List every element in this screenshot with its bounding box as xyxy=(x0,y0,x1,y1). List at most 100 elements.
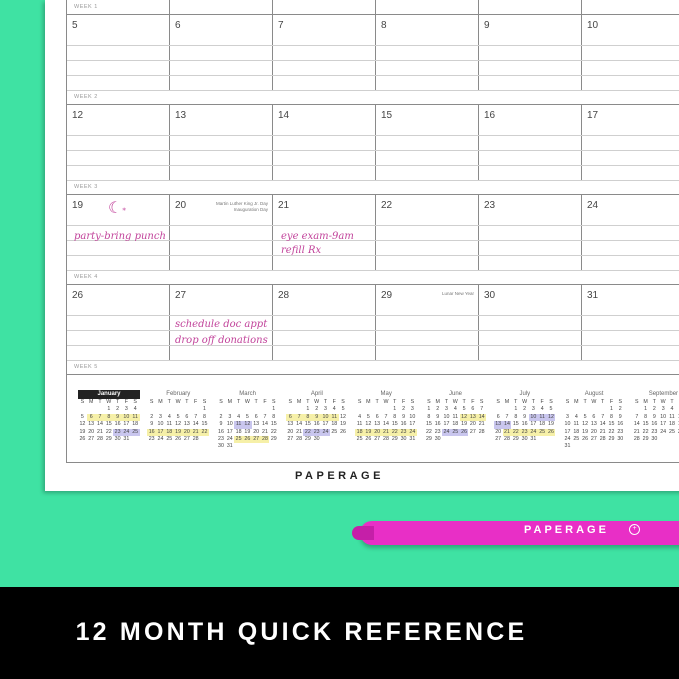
mini-day: 20 xyxy=(590,428,597,435)
mini-day: 29 xyxy=(304,435,311,442)
mini-day: 29 xyxy=(512,435,519,442)
day-number: 17 xyxy=(587,110,599,121)
mini-day: 26 xyxy=(546,428,556,436)
mini-day: 21 xyxy=(633,428,640,435)
row-divider xyxy=(66,104,679,105)
mini-day: 1 xyxy=(203,406,206,413)
ruled-line xyxy=(66,180,679,181)
weekday: W xyxy=(314,399,320,405)
weekday: F xyxy=(471,399,475,405)
ruled-line xyxy=(66,345,679,346)
mini-week: 13 14 15 16 17 18 19 xyxy=(286,421,348,428)
column-divider xyxy=(169,194,170,270)
mini-day: 30 xyxy=(114,435,121,442)
mini-day: 28 xyxy=(192,435,199,442)
mini-day: 30 xyxy=(313,435,320,442)
mini-day: 4 xyxy=(133,406,137,413)
mini-day: 3 xyxy=(228,413,232,420)
mini-day: 26 xyxy=(175,435,182,442)
day-number: 13 xyxy=(175,110,187,121)
mini-day: 7 xyxy=(505,413,509,420)
mini-day: 22 xyxy=(642,428,649,435)
mini-day: 1 xyxy=(610,406,613,413)
ruled-line xyxy=(66,270,679,271)
mini-day: 15 xyxy=(512,421,519,428)
mini-day: 23 xyxy=(520,428,529,436)
weekday: W xyxy=(383,399,389,405)
mini-day: 23 xyxy=(113,428,122,436)
mini-day xyxy=(87,406,96,413)
mini-day: 8 xyxy=(104,413,114,422)
mini-week: 30 31 xyxy=(217,443,279,450)
mini-day: 25 xyxy=(356,435,363,442)
mini-day: 18 xyxy=(452,421,459,428)
weekday: M xyxy=(574,399,579,405)
mini-day: 13 xyxy=(88,421,95,428)
week-label: WEEK 5 xyxy=(74,364,98,370)
mini-day xyxy=(616,443,625,450)
mini-day: 6 xyxy=(86,413,96,422)
column-divider xyxy=(478,194,479,270)
mini-day: 27 xyxy=(590,435,597,442)
column-divider xyxy=(581,104,582,180)
mini-day: 19 xyxy=(173,428,183,436)
mini-day: 28 xyxy=(504,435,510,442)
column-divider xyxy=(581,194,582,270)
mini-day: 10 xyxy=(443,413,450,420)
mini-day: 3 xyxy=(661,406,665,413)
day-number: 7 xyxy=(278,20,284,31)
mini-day: 11 xyxy=(329,413,339,422)
mini-day: 8 xyxy=(644,413,648,420)
mini-day xyxy=(269,443,278,450)
day-number: 10 xyxy=(587,20,599,31)
day-number: 27 xyxy=(175,290,187,301)
weekday: S xyxy=(202,399,207,405)
ruled-line xyxy=(66,165,679,166)
mini-day: 5 xyxy=(341,406,345,413)
mini-day: 24 xyxy=(157,435,164,442)
mini-day: 11 xyxy=(452,413,459,420)
mini-day: 1 xyxy=(393,406,397,413)
mini-day: 26 xyxy=(242,435,252,444)
mini-week: 23 24 25 26 27 28 29 xyxy=(217,435,279,444)
week-label: WEEK 2 xyxy=(74,94,98,100)
mini-day: 20 xyxy=(88,428,95,435)
mini-day: 23 xyxy=(651,428,658,435)
mini-day: 28 xyxy=(97,435,103,442)
mini-day: 20 xyxy=(253,428,260,435)
mini-day: 19 xyxy=(244,428,251,435)
column-divider xyxy=(375,0,376,14)
weekday: T xyxy=(306,399,310,405)
ruled-line xyxy=(66,360,679,361)
mini-day: 30 xyxy=(218,443,224,450)
mini-week: 25 26 27 28 29 30 31 xyxy=(355,436,417,443)
mini-week: 16 17 18 19 20 21 22 xyxy=(217,429,279,436)
mini-day: 15 xyxy=(608,421,615,428)
mini-day xyxy=(572,406,581,413)
mini-day: 10 xyxy=(660,413,667,420)
mini-day xyxy=(156,406,165,413)
day-number: 28 xyxy=(278,290,290,301)
mini-day xyxy=(477,436,486,443)
ruled-line xyxy=(66,135,679,136)
mini-week: 1 xyxy=(217,406,279,413)
mini-day: 1 xyxy=(427,406,431,413)
mini-calendar-may: May S M T W T F S 1 2 3 4 5 6 7 8 9 10 11 12 13 14 15 16 17 18 19 2… xyxy=(355,390,417,443)
column-divider xyxy=(478,14,479,90)
mini-day: 5 xyxy=(583,413,587,420)
column-divider xyxy=(272,194,273,270)
banner-title: 12 MONTH QUICK REFERENCE xyxy=(75,618,528,646)
mini-day xyxy=(668,436,677,443)
mini-day: 12 xyxy=(79,421,86,428)
mini-day: 8 xyxy=(303,413,313,422)
mini-day: 28 xyxy=(599,435,606,442)
mini-week: 5 6 7 8 9 10 11 xyxy=(78,413,140,422)
mini-day: 24 xyxy=(660,428,667,435)
mini-day: 29 xyxy=(608,435,615,442)
mini-day: 9 xyxy=(523,413,527,420)
day-number: 8 xyxy=(381,20,387,31)
ruled-line xyxy=(66,240,679,241)
